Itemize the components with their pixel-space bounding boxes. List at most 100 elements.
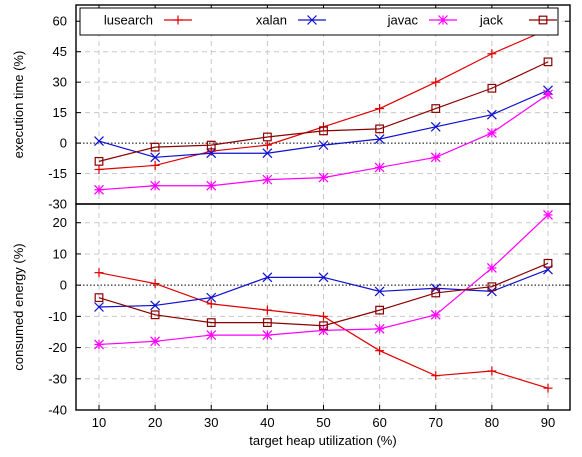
point-xalan-top bbox=[430, 121, 441, 132]
x-tick-label: 20 bbox=[148, 415, 162, 430]
series-line-jack-top bbox=[98, 61, 549, 162]
y-tick-label-top: -30 bbox=[48, 197, 67, 212]
y-tick-label-top: 30 bbox=[53, 75, 67, 90]
series-line-jack-bottom bbox=[98, 262, 549, 327]
y-tick-label-bottom: -20 bbox=[48, 340, 67, 355]
point-lusearch-bottom bbox=[431, 371, 441, 381]
series-layer bbox=[94, 24, 553, 393]
point-lusearch-bottom bbox=[94, 268, 104, 278]
y-tick-label-bottom: -10 bbox=[48, 309, 67, 324]
point-jack-top bbox=[319, 126, 328, 136]
point-jack-bottom bbox=[150, 310, 160, 320]
x-tick-label: 90 bbox=[541, 415, 555, 430]
axes-layer: -30 -15 0 15 30 45 60 execution time (%) -40 -30 -… bbox=[11, 4, 571, 430]
point-javac-top bbox=[486, 128, 497, 138]
legend-label-xalan: xalan bbox=[256, 13, 287, 28]
point-javac-bottom bbox=[262, 330, 273, 341]
point-jack-top bbox=[206, 140, 216, 150]
point-lusearch-bottom bbox=[487, 366, 497, 376]
point-jack-bottom bbox=[375, 305, 385, 315]
point-xalan-top bbox=[94, 136, 104, 146]
point-xalan-bottom bbox=[374, 286, 385, 297]
x-tick-label: 50 bbox=[316, 415, 330, 430]
point-xalan-top bbox=[318, 140, 329, 151]
point-jack-bottom bbox=[262, 318, 272, 328]
point-xalan-bottom bbox=[543, 264, 553, 275]
point-javac-top bbox=[430, 152, 441, 163]
point-lusearch-bottom bbox=[319, 311, 328, 321]
point-javac-top bbox=[543, 89, 553, 100]
point-lusearch-bottom bbox=[262, 305, 272, 315]
y-tick-label-bottom: 20 bbox=[53, 215, 67, 230]
y-tick-label-top: 45 bbox=[53, 44, 67, 59]
point-jack-top bbox=[375, 124, 385, 134]
y-tick-label-top: 15 bbox=[53, 105, 67, 120]
point-jack-bottom bbox=[206, 318, 216, 328]
x-tick-label: 70 bbox=[429, 415, 443, 430]
point-jack-bottom bbox=[431, 288, 441, 298]
legend-marker-javac bbox=[438, 15, 448, 25]
legend-marker-xalan bbox=[307, 15, 317, 25]
point-lusearch-top bbox=[431, 77, 441, 87]
x-axis-label: target heap utilization (%) bbox=[249, 433, 396, 448]
point-javac-top bbox=[374, 162, 385, 173]
y-axis-label-bottom: consumed energy (%) bbox=[11, 243, 26, 370]
point-jack-top bbox=[487, 83, 497, 93]
x-tick-label: 30 bbox=[204, 415, 218, 430]
point-javac-bottom bbox=[543, 209, 553, 220]
point-javac-bottom bbox=[486, 263, 497, 273]
point-lusearch-top bbox=[94, 164, 104, 174]
point-javac-bottom bbox=[374, 323, 385, 334]
point-jack-bottom bbox=[487, 282, 497, 292]
point-jack-top bbox=[431, 104, 441, 113]
y-tick-label-bottom: 0 bbox=[60, 278, 67, 293]
legend-marker-jack bbox=[538, 15, 548, 25]
y-tick-label-top: 60 bbox=[53, 14, 67, 29]
point-javac-bottom bbox=[206, 330, 217, 341]
legend-label-javac: javac bbox=[387, 13, 419, 28]
y-tick-label-top: 0 bbox=[60, 136, 67, 151]
point-lusearch-bottom bbox=[150, 279, 160, 289]
point-lusearch-bottom bbox=[543, 383, 553, 393]
point-jack-top bbox=[543, 57, 553, 67]
x-tick-label: 60 bbox=[372, 415, 386, 430]
legend-label-jack: jack bbox=[479, 13, 504, 28]
point-javac-bottom bbox=[430, 309, 441, 320]
legend: lusearch xalan javac jack bbox=[79, 7, 559, 36]
legend-label-lusearch: lusearch bbox=[104, 13, 153, 28]
point-lusearch-top bbox=[375, 104, 385, 114]
y-tick-label-bottom: -30 bbox=[48, 371, 67, 386]
legend-box bbox=[79, 7, 559, 36]
point-lusearch-top bbox=[206, 146, 216, 156]
point-jack-bottom bbox=[94, 293, 104, 303]
point-xalan-top bbox=[206, 148, 217, 159]
point-xalan-bottom bbox=[486, 286, 497, 297]
point-xalan-bottom bbox=[262, 272, 273, 283]
point-lusearch-top bbox=[262, 140, 272, 150]
point-javac-bottom bbox=[94, 339, 104, 350]
legend-marker-lusearch bbox=[173, 15, 183, 25]
point-xalan-bottom bbox=[150, 300, 161, 311]
point-lusearch-top bbox=[150, 160, 160, 170]
point-xalan-top bbox=[374, 134, 385, 144]
point-javac-bottom bbox=[150, 336, 161, 347]
point-jack-top bbox=[262, 132, 272, 142]
point-xalan-bottom bbox=[94, 302, 104, 312]
point-xalan-bottom bbox=[430, 283, 441, 294]
y-tick-label-top: -15 bbox=[48, 166, 67, 181]
point-xalan-bottom bbox=[206, 292, 217, 303]
point-jack-bottom bbox=[319, 321, 328, 331]
point-javac-bottom bbox=[318, 325, 329, 336]
x-tick-label: 40 bbox=[260, 415, 274, 430]
x-tick-label: 80 bbox=[485, 415, 499, 430]
point-jack-bottom bbox=[543, 258, 553, 268]
point-javac-top bbox=[318, 172, 329, 183]
point-xalan-top bbox=[486, 109, 497, 120]
y-tick-label-bottom: -40 bbox=[48, 403, 67, 418]
point-javac-top bbox=[206, 180, 217, 191]
point-lusearch-top bbox=[487, 49, 497, 59]
point-xalan-bottom bbox=[318, 272, 329, 283]
point-javac-top bbox=[150, 180, 161, 191]
point-javac-top bbox=[94, 184, 104, 195]
